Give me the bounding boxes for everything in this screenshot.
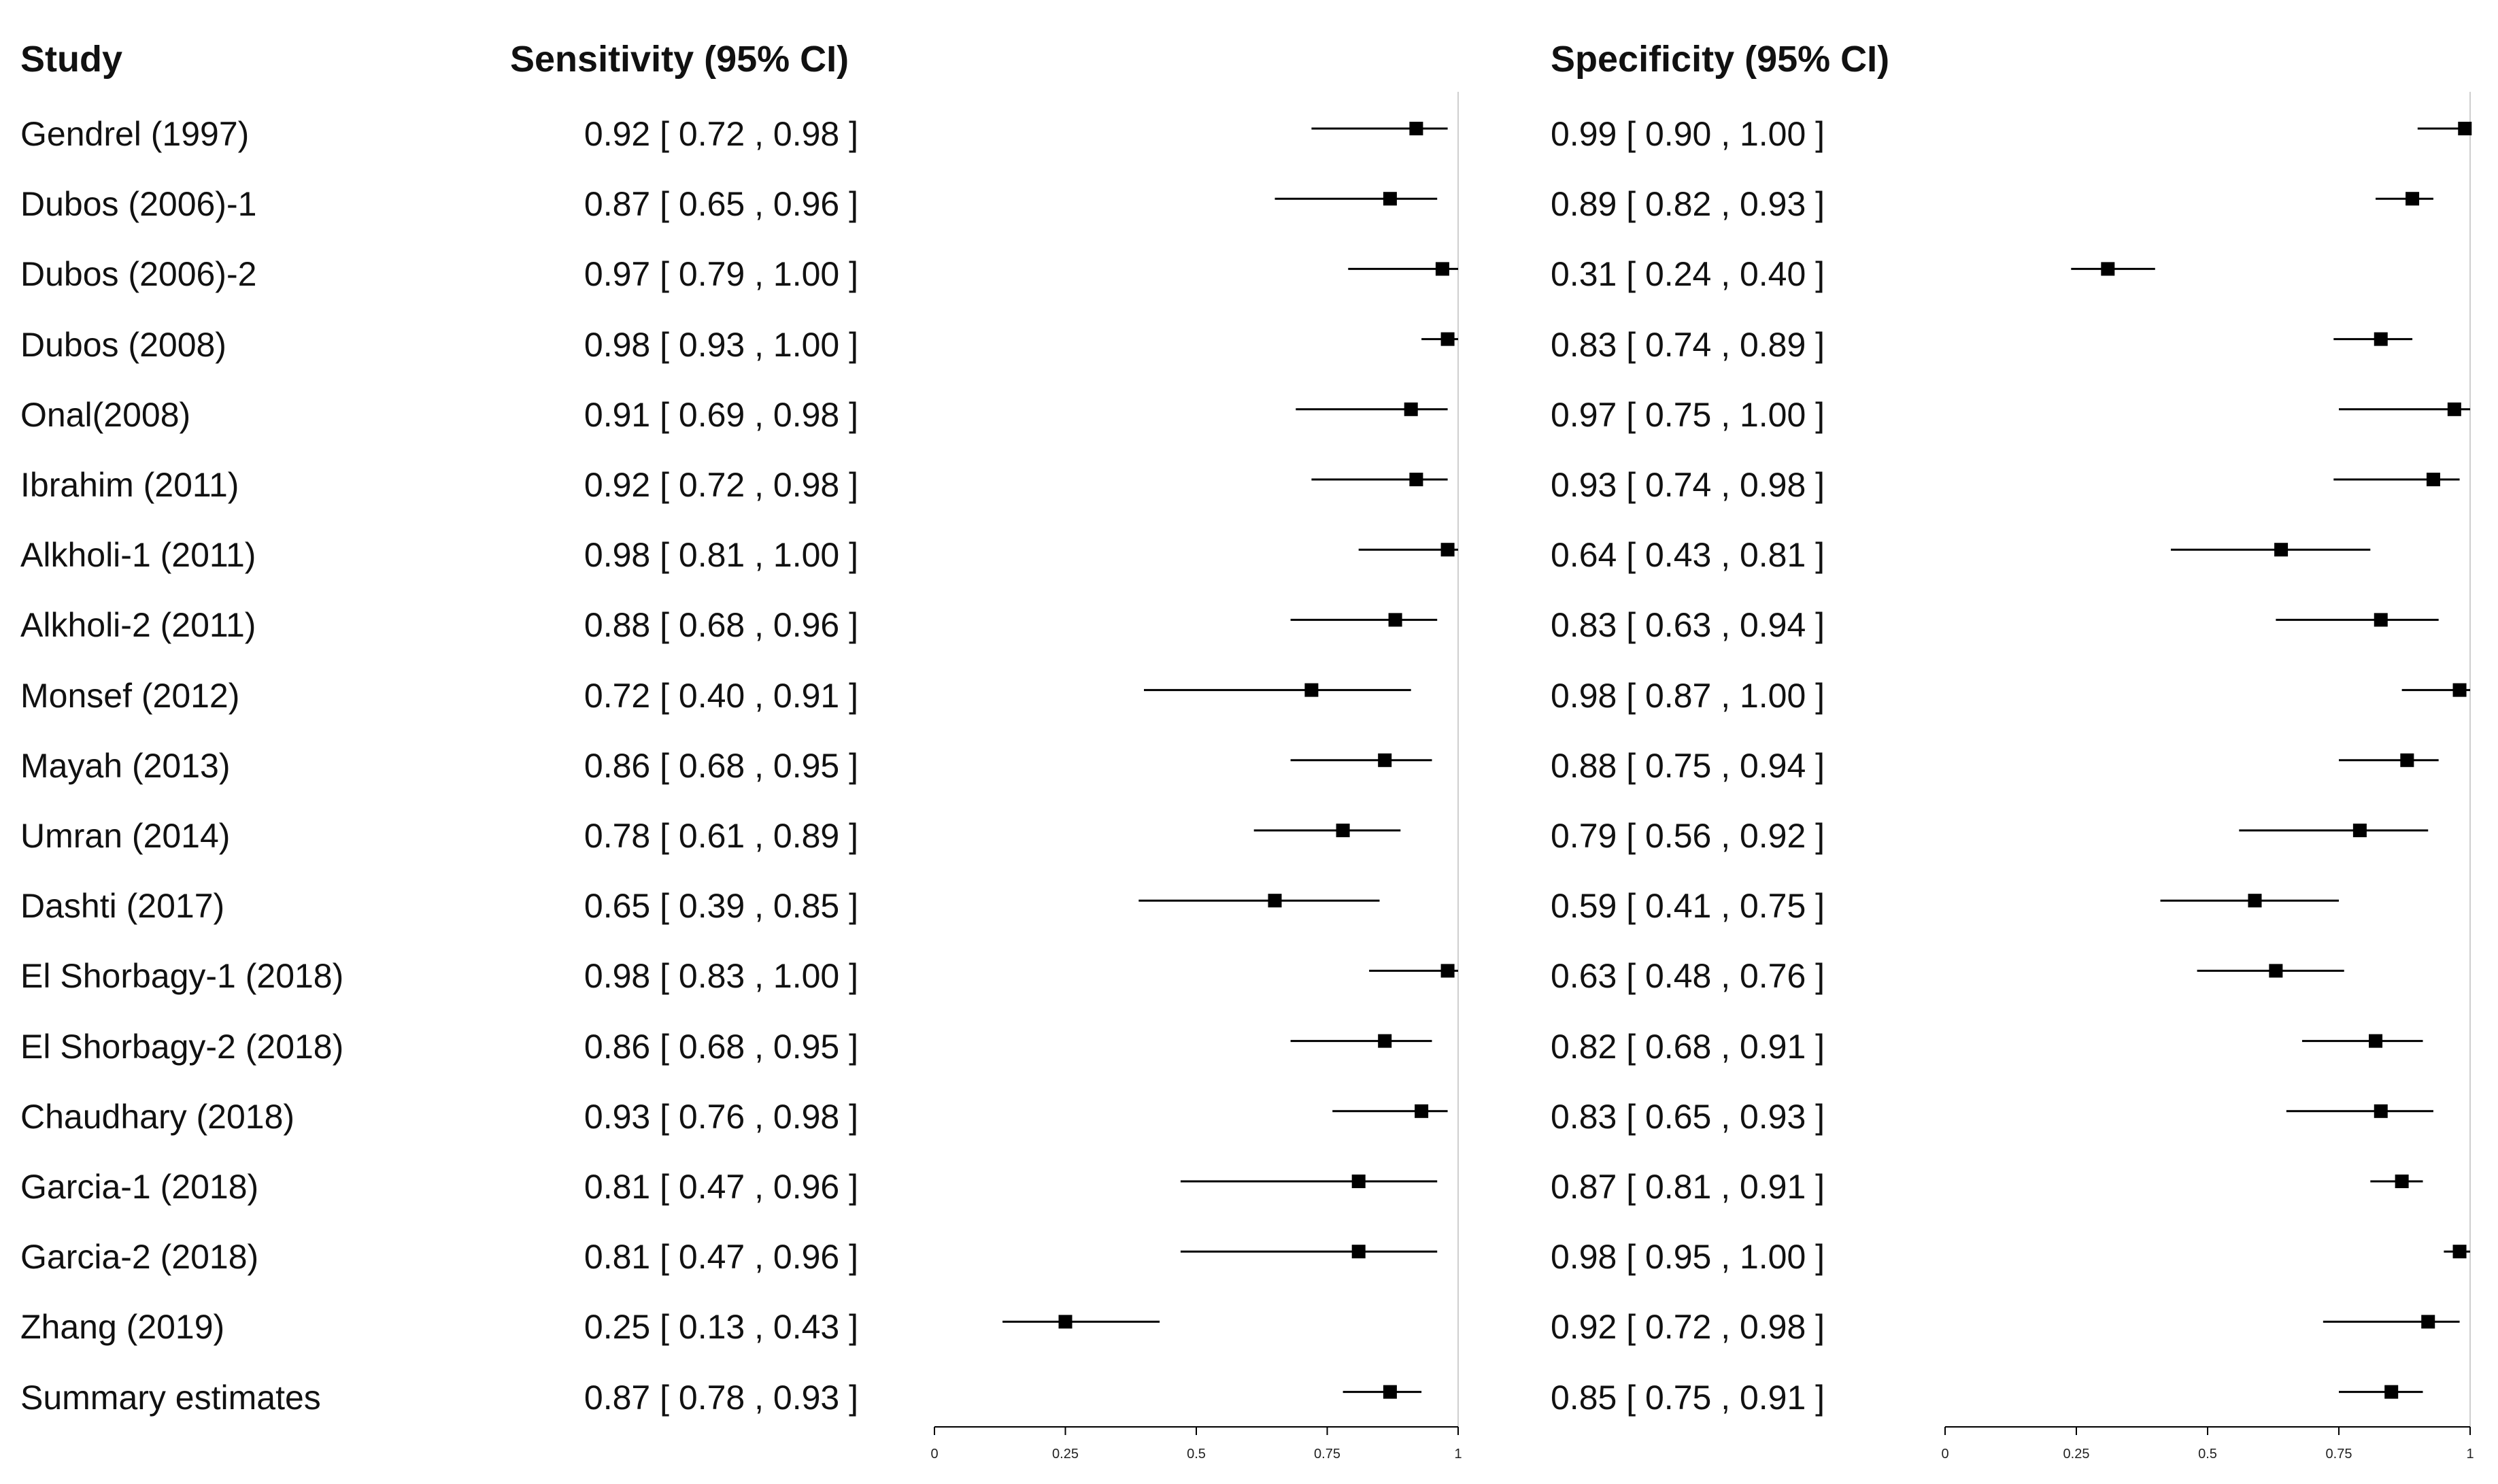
specificity-point-estimate (2374, 1104, 2388, 1118)
specificity-point-estimate (2406, 192, 2419, 205)
specificity-point-estimate (2353, 824, 2367, 837)
specificity-point-estimate (2395, 1175, 2409, 1188)
specificity-point-estimate (2458, 122, 2471, 135)
specificity-point-estimate (2400, 754, 2414, 767)
sensitivity-point-estimate (1059, 1315, 1073, 1328)
sensitivity-point-estimate (1441, 543, 1455, 556)
sensitivity-point-estimate (1409, 122, 1423, 135)
sensitivity-x-tick-label: 0.25 (1052, 1447, 1079, 1462)
sensitivity-point-estimate (1268, 894, 1282, 907)
sensitivity-point-estimate (1409, 473, 1423, 486)
sensitivity-point-estimate (1352, 1175, 1366, 1188)
specificity-point-estimate (2448, 403, 2461, 416)
specificity-point-estimate (2369, 1034, 2382, 1048)
sensitivity-point-estimate (1336, 824, 1350, 837)
sensitivity-point-estimate (1415, 1104, 1428, 1118)
sensitivity-point-estimate (1441, 964, 1455, 977)
specificity-x-tick-label: 1 (2466, 1447, 2474, 1462)
specificity-x-tick-label: 0.5 (2198, 1447, 2217, 1462)
sensitivity-point-estimate (1383, 192, 1397, 205)
specificity-point-estimate (2453, 684, 2467, 697)
specificity-point-estimate (2101, 262, 2114, 275)
sensitivity-point-estimate (1383, 1385, 1397, 1399)
sensitivity-point-estimate (1441, 333, 1455, 346)
specificity-point-estimate (2453, 1245, 2467, 1258)
specificity-point-estimate (2248, 894, 2261, 907)
sensitivity-point-estimate (1436, 262, 1449, 275)
sensitivity-point-estimate (1378, 754, 1391, 767)
sensitivity-point-estimate (1304, 684, 1318, 697)
specificity-point-estimate (2274, 543, 2288, 556)
specificity-point-estimate (2269, 964, 2282, 977)
specificity-point-estimate (2421, 1315, 2435, 1328)
sensitivity-x-tick-label: 0.5 (1187, 1447, 1206, 1462)
forest-plot: 0 0.25 0.5 0.75 1 0 0.25 0.5 0.75 1 (0, 0, 2498, 1484)
sensitivity-x-tick-label: 0 (930, 1447, 938, 1462)
sensitivity-x-tick-label: 0.75 (1314, 1447, 1340, 1462)
specificity-point-estimate (2374, 333, 2388, 346)
specificity-x-tick-label: 0.25 (2063, 1447, 2090, 1462)
specificity-point-estimate (2427, 473, 2440, 486)
sensitivity-point-estimate (1389, 613, 1402, 626)
specificity-x-tick-label: 0.75 (2326, 1447, 2352, 1462)
sensitivity-x-tick-label: 1 (1454, 1447, 1462, 1462)
specificity-point-estimate (2384, 1385, 2398, 1399)
sensitivity-point-estimate (1352, 1245, 1366, 1258)
sensitivity-point-estimate (1404, 403, 1418, 416)
specificity-point-estimate (2374, 613, 2388, 626)
sensitivity-point-estimate (1378, 1034, 1391, 1048)
specificity-x-tick-label: 0 (1941, 1447, 1948, 1462)
